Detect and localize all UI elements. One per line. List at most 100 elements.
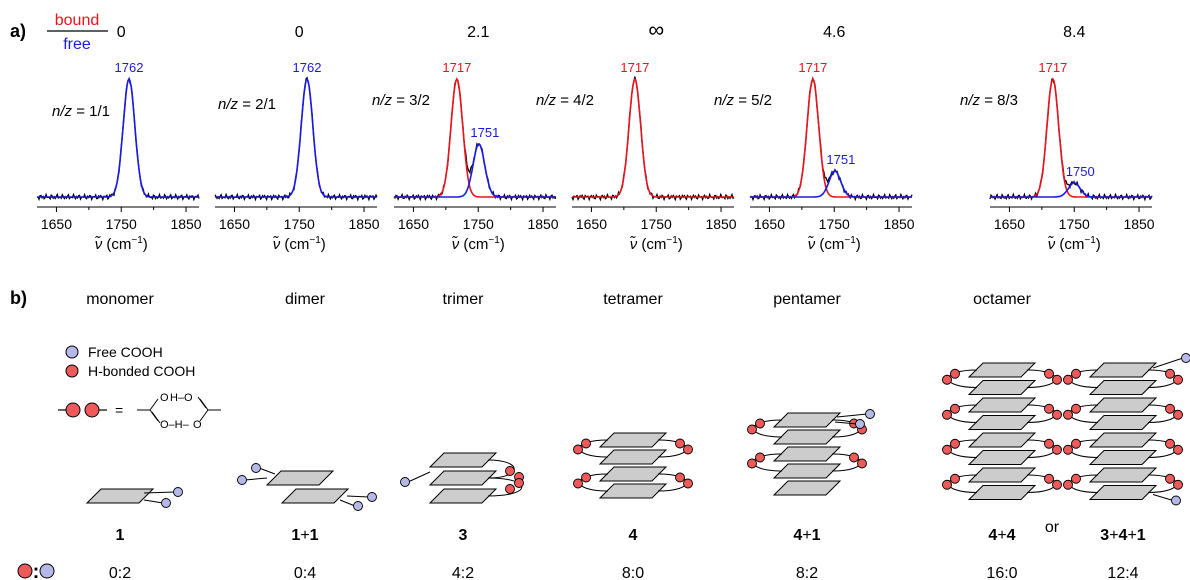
legend-free-label: Free COOH	[88, 344, 163, 360]
free-cooh-icon	[855, 419, 865, 429]
x-axis-close: )	[1096, 236, 1101, 253]
sheet-shape	[1088, 450, 1158, 465]
peak-label: 1762	[293, 60, 322, 75]
nz-value: = 8/3	[984, 92, 1018, 109]
hbond-cooh-icon	[1052, 444, 1062, 455]
hbond-cooh-icon	[1173, 444, 1183, 455]
hbond-cooh-icon	[1173, 409, 1183, 420]
hbond-cooh-icon	[1052, 374, 1062, 385]
x-tick-label: 1650	[41, 216, 72, 232]
spectrum-fit-line	[215, 77, 377, 198]
sheet-shape	[1088, 397, 1158, 413]
free-cooh-icon	[1181, 353, 1190, 363]
x-axis-units: (cm	[463, 236, 488, 253]
x-tick-label: 1750	[463, 216, 494, 232]
x-axis-close: )	[500, 236, 505, 253]
peak-label: 1762	[115, 60, 144, 75]
x-axis-exp: −1	[1084, 235, 1096, 246]
nz-prefix: n/z	[960, 92, 984, 109]
hbond-cooh-dot-icon	[65, 364, 79, 378]
x-tick-label: 1850	[527, 216, 558, 232]
sheet-shape	[772, 463, 842, 479]
hbond-cooh-icon	[942, 444, 952, 455]
species-id: 4	[629, 527, 638, 544]
x-axis-close: )	[856, 236, 861, 253]
panel-a-label: a)	[10, 21, 26, 41]
hbond-cooh-icon	[1044, 473, 1054, 484]
hbond-cooh-icon	[675, 438, 685, 449]
hbond-cooh-icon	[1071, 438, 1081, 449]
x-tick-label: 1750	[819, 216, 850, 232]
free-cooh-icon	[173, 487, 183, 497]
hbond-cooh-icon	[1173, 374, 1183, 385]
x-axis-label: ν̃ (cm−1)	[272, 235, 326, 253]
linker-line	[339, 499, 356, 507]
species-ratio: 8:0	[622, 565, 644, 580]
hbond-cooh-icon	[1063, 479, 1073, 490]
x-axis-close: )	[678, 236, 683, 253]
species-ratio: 8:2	[796, 565, 818, 580]
nz-prefix: n/z	[218, 96, 242, 113]
spectrum-panel: 4.6 1650 1750 1850 ν̃ (cm−1) n/z = 5/2 1717 175…	[714, 24, 915, 253]
x-axis-label: ν̃ (cm−1)	[1047, 235, 1101, 253]
hbond-cooh-icon	[1052, 409, 1062, 420]
x-tick-label: 1750	[106, 216, 137, 232]
x-axis-close: )	[143, 236, 148, 253]
species-id: 3+4+1	[1100, 527, 1146, 544]
x-tick-label: 1750	[284, 216, 315, 232]
hbond-cooh-icon	[1165, 438, 1175, 449]
sheet-shape	[967, 432, 1037, 448]
or-label: or	[1045, 519, 1060, 536]
hbond-cooh-icon	[581, 472, 591, 483]
hbond-cooh-icon	[1165, 368, 1175, 379]
sheet-shape	[967, 485, 1037, 500]
hbond-cooh-icon	[1071, 473, 1081, 484]
hbond-cooh-icon	[755, 418, 765, 429]
linker-line	[346, 495, 370, 498]
x-axis-units: (cm	[641, 236, 666, 253]
x-axis-units: (cm	[1059, 236, 1084, 253]
hbond-cooh-icon	[675, 472, 685, 483]
hbond-cooh-icon	[950, 368, 960, 379]
x-axis-symbol: ν̃	[272, 236, 284, 253]
species-column: pentamer 4+1 8:2	[747, 291, 875, 580]
x-tick-label: 1650	[576, 216, 607, 232]
panel-b-label: b)	[10, 288, 27, 308]
nz-prefix: n/z	[714, 92, 738, 109]
spectrum-fit-line	[990, 181, 1152, 198]
sheet-shape	[1088, 485, 1158, 500]
x-axis-symbol: ν̃	[451, 236, 463, 253]
spectrum-measured-line	[571, 76, 735, 202]
hbond-key-dot-icon	[17, 563, 33, 579]
hbond-cooh-icon	[505, 484, 515, 494]
sheet-shape	[598, 432, 668, 448]
sheet-shape	[967, 450, 1037, 465]
sheet-shape	[967, 467, 1037, 483]
sheet-shape	[772, 446, 842, 462]
species-drawing	[1063, 353, 1190, 506]
hbond-cooh-icon	[1165, 473, 1175, 484]
species-name: trimer	[443, 291, 485, 308]
free-cooh-icon	[1171, 495, 1181, 506]
free-cooh-icon	[367, 492, 377, 502]
species-column: octamer 4+4 16:0	[942, 291, 1062, 580]
hbond-cooh-icon	[683, 444, 693, 455]
species-group: monomer 1 0:2 dimer 1+1 0:4 trimer 3 4:2 tetramer…	[85, 291, 1190, 580]
hbond-cooh-icon	[857, 458, 867, 469]
species-id: 3	[459, 527, 468, 544]
hbond-cooh-icon	[505, 466, 515, 476]
x-axis-label: ν̃ (cm−1)	[94, 235, 148, 253]
species-name: tetramer	[603, 291, 663, 308]
sheet-shape	[428, 452, 498, 468]
hbond-cooh-icon	[1063, 444, 1073, 455]
spectrum-panel: 0 1650 1750 1850 ν̃ (cm−1) n/z = 2/1 1762	[214, 24, 380, 253]
dimer-o-bottom: O–H–	[160, 419, 190, 431]
hbond-cooh-icon	[942, 409, 952, 420]
sheet-shape	[598, 449, 668, 465]
species-column: tetramer 4 8:0	[573, 291, 693, 580]
hbond-cooh-icon	[950, 403, 960, 414]
sheet-shape	[85, 488, 155, 504]
x-axis-exp: −1	[666, 235, 678, 246]
sheet-shape	[967, 380, 1037, 395]
sheet-shape	[967, 415, 1037, 430]
